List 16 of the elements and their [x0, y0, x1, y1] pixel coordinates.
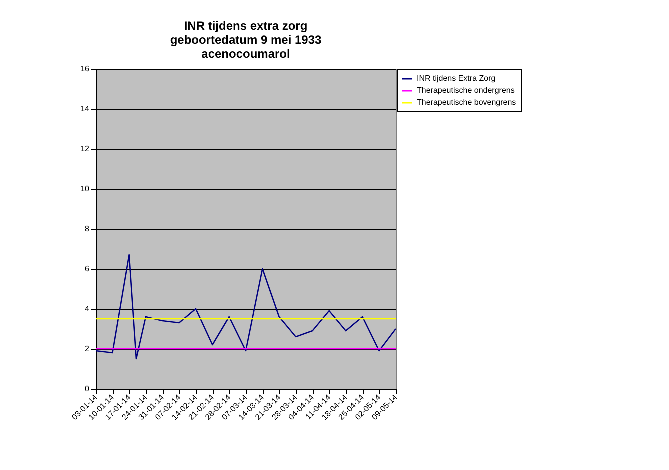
y-tick-label: 0 [85, 384, 90, 394]
text: INR tijdens extra zorg [184, 19, 308, 33]
y-tick-label: 16 [80, 64, 90, 74]
y-tick-label: 2 [85, 344, 90, 354]
y-tick-label: 14 [80, 104, 90, 114]
text: acenocoumarol [202, 47, 290, 61]
y-tick-label: 12 [80, 144, 90, 154]
y-tick-label: 10 [80, 184, 90, 194]
legend-label: INR tijdens Extra Zorg [417, 74, 496, 83]
y-tick-label: 6 [85, 264, 90, 274]
legend-label: Therapeutische ondergrens [417, 86, 515, 95]
text: geboortedatum 9 mei 1933 [170, 33, 322, 47]
y-tick-label: 8 [85, 224, 90, 234]
line-series [95, 254, 397, 360]
y-tick-label: 4 [85, 304, 90, 314]
legend-label: Therapeutische bovengrens [417, 98, 516, 107]
